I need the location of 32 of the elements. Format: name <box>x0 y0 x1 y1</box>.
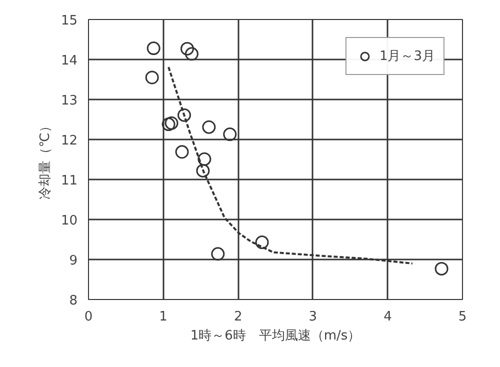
y-tick-label: 13 <box>60 94 78 108</box>
x-tick-label: 2 <box>234 310 242 324</box>
x-tick-label: 4 <box>384 310 392 324</box>
y-tick-label: 14 <box>60 54 78 68</box>
y-tick-label: 8 <box>69 294 78 308</box>
point <box>198 152 212 166</box>
point <box>223 128 237 142</box>
point <box>434 262 448 276</box>
x-tick-label: 0 <box>84 310 93 324</box>
point <box>177 108 191 122</box>
y-tick-label: 9 <box>69 254 78 268</box>
x-tick-label: 5 <box>458 310 467 324</box>
point <box>255 236 269 250</box>
legend-label: 1月～3月 <box>379 48 435 65</box>
y-tick-label: 12 <box>60 134 78 148</box>
point <box>184 47 198 61</box>
y-tick-label: 11 <box>60 174 78 188</box>
x-tick-label: 3 <box>308 310 318 324</box>
y-tick-label: 10 <box>60 214 78 228</box>
x-axis-title: 1時～6時 平均風速（m/s） <box>190 328 361 344</box>
point <box>175 145 189 159</box>
y-axis-title: 冷却量（℃） <box>38 120 53 200</box>
point <box>164 116 178 130</box>
point <box>180 42 194 56</box>
point <box>145 70 159 84</box>
point <box>146 42 160 56</box>
x-tick-label: 1 <box>159 310 168 324</box>
point <box>196 164 210 178</box>
point <box>211 247 225 261</box>
point <box>202 120 216 134</box>
point <box>162 118 176 132</box>
y-tick-label: 15 <box>60 14 78 28</box>
